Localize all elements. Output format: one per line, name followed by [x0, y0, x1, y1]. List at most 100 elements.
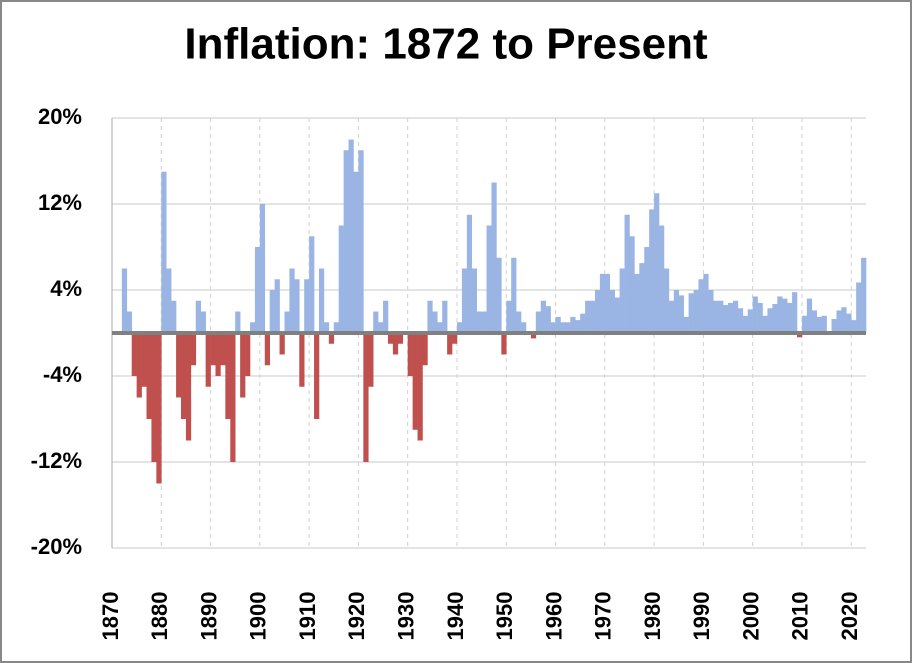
bar — [471, 268, 477, 333]
bar — [323, 322, 330, 333]
bar — [289, 268, 295, 333]
bar — [200, 311, 206, 333]
bar — [309, 236, 315, 333]
bar — [516, 311, 522, 333]
bar — [121, 268, 128, 333]
bar — [299, 333, 305, 387]
bar — [304, 279, 310, 333]
bar — [343, 150, 349, 333]
bar — [782, 298, 788, 333]
bar — [654, 193, 660, 333]
bar — [363, 333, 369, 462]
bar — [545, 306, 551, 333]
bar — [215, 333, 221, 376]
bar — [575, 320, 581, 333]
bar — [723, 305, 729, 333]
bar — [417, 333, 423, 441]
bar — [161, 171, 167, 333]
bar — [663, 268, 670, 333]
bar — [407, 333, 413, 376]
bar — [821, 315, 827, 333]
bar — [856, 282, 862, 333]
x-tick-label: 1890 — [196, 592, 221, 641]
bar — [254, 247, 261, 333]
bar — [580, 313, 586, 333]
x-tick-label: 2020 — [837, 592, 862, 641]
bar — [624, 214, 630, 333]
y-tick-label: 20% — [38, 104, 82, 129]
x-tick-label: 1910 — [295, 592, 320, 641]
bar — [570, 316, 576, 333]
x-tick-label: 1870 — [98, 592, 123, 641]
bar — [274, 279, 280, 333]
x-tick-label: 1920 — [344, 592, 369, 641]
bar — [801, 315, 808, 333]
bar — [678, 295, 684, 333]
bar — [452, 333, 458, 344]
bar — [737, 308, 744, 333]
bar — [787, 302, 793, 333]
bar — [604, 273, 611, 333]
bar — [599, 273, 606, 333]
bar — [550, 322, 556, 333]
bar — [506, 300, 512, 333]
bar — [269, 290, 275, 333]
bar — [156, 333, 162, 484]
x-tick-label: 2000 — [738, 592, 763, 641]
bar — [171, 300, 177, 333]
bar — [131, 333, 137, 376]
bar — [151, 333, 157, 462]
bar — [146, 333, 152, 419]
y-tick-label: 4% — [50, 276, 82, 301]
bar — [757, 302, 763, 333]
bar — [481, 311, 487, 333]
bar — [530, 333, 537, 339]
bar — [136, 333, 142, 398]
bar — [245, 333, 251, 376]
x-tick-label: 1990 — [689, 592, 714, 641]
bar — [831, 319, 837, 333]
bar — [190, 333, 197, 366]
bar — [540, 300, 546, 333]
x-tick-label: 1930 — [393, 592, 418, 641]
bar — [629, 236, 635, 333]
bar — [397, 333, 404, 344]
bar — [373, 311, 379, 333]
bar — [713, 300, 719, 333]
bar — [846, 313, 852, 333]
bar — [358, 150, 364, 333]
bar — [841, 307, 847, 333]
bar — [240, 333, 246, 398]
bar — [205, 333, 211, 387]
y-tick-label: -4% — [43, 362, 82, 387]
y-tick-label: 12% — [38, 190, 82, 215]
bar — [412, 333, 418, 430]
x-tick-label: 1970 — [591, 592, 616, 641]
bar — [614, 297, 620, 333]
bar — [555, 316, 561, 333]
bar — [644, 247, 650, 333]
bar — [673, 290, 680, 333]
bar — [703, 273, 709, 333]
bar — [836, 310, 842, 333]
bar — [318, 268, 325, 333]
x-tick-label: 1880 — [147, 592, 172, 641]
bar — [392, 333, 399, 355]
bar — [348, 139, 354, 333]
bar — [225, 333, 231, 419]
bar — [851, 320, 857, 333]
bar — [861, 257, 867, 333]
bar — [333, 322, 339, 333]
bar — [185, 333, 192, 441]
bar — [284, 311, 290, 333]
bar — [649, 209, 655, 333]
bar — [427, 300, 433, 333]
bar — [166, 268, 172, 333]
bar — [772, 303, 778, 333]
bar — [688, 293, 694, 333]
y-tick-label: -12% — [31, 448, 82, 473]
bar — [461, 268, 468, 333]
bar — [792, 292, 798, 333]
bar — [777, 296, 783, 333]
bar — [590, 300, 596, 333]
